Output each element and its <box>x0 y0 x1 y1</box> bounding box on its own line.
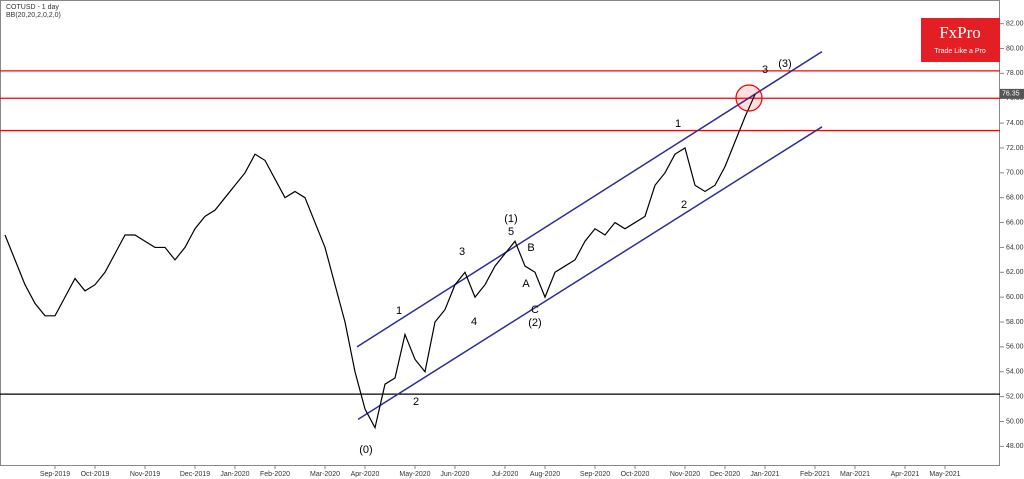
plot-frame <box>0 0 1000 466</box>
x-tick-label: May-2020 <box>399 471 430 478</box>
y-tick-label: 74.00 <box>1006 120 1024 127</box>
channel-line <box>356 50 823 348</box>
x-tick-label: Sep-2019 <box>40 471 70 478</box>
price-line <box>4 94 756 430</box>
y-tick-label: 72.00 <box>1006 145 1024 152</box>
x-tick-label: Oct-2020 <box>621 471 650 478</box>
wave-label: (3) <box>778 58 791 70</box>
wave-label: A <box>522 278 530 290</box>
logo-brand: FxPro <box>939 23 981 42</box>
highlight-circle <box>735 84 763 112</box>
y-tick-label: 54.00 <box>1006 369 1024 376</box>
y-tick-label: 64.00 <box>1006 244 1024 251</box>
wave-label: 1 <box>675 118 681 130</box>
x-tick-label: Feb-2021 <box>800 471 830 478</box>
x-tick-label: Dec-2020 <box>710 471 740 478</box>
wave-label: 5 <box>508 226 514 238</box>
y-tick-label: 58.00 <box>1006 319 1024 326</box>
x-tick-label: Nov-2019 <box>130 471 160 478</box>
last-price-box <box>1000 88 1024 99</box>
y-tick-label: 70.00 <box>1006 170 1024 177</box>
chart-subtitle: BB(20,20,2,0,2,0) <box>6 12 61 19</box>
x-tick-label: May-2021 <box>929 471 960 478</box>
channel-line <box>357 126 823 421</box>
x-tick-label: Jan-2020 <box>220 471 249 478</box>
x-tick-label: Mar-2021 <box>840 471 870 478</box>
y-tick-label: 66.00 <box>1006 219 1024 226</box>
y-tick-label: 48.00 <box>1006 443 1024 450</box>
wave-label: 4 <box>471 316 477 328</box>
last-price-label: 76.35 <box>1002 91 1020 98</box>
y-tick-label: 82.00 <box>1006 20 1024 27</box>
wave-label: 3 <box>459 246 465 258</box>
wave-label: (1) <box>504 213 517 225</box>
x-tick-label: Dec-2019 <box>180 471 210 478</box>
chart-title: COTUSD - 1 day <box>6 4 59 11</box>
x-tick-label: Feb-2020 <box>260 471 290 478</box>
logo-box <box>921 18 1000 62</box>
y-tick-label: 78.00 <box>1006 70 1024 77</box>
x-tick-label: Oct-2019 <box>81 471 110 478</box>
x-tick-label: Apr-2020 <box>351 471 380 478</box>
y-tick-label: 56.00 <box>1006 344 1024 351</box>
y-tick-label: 68.00 <box>1006 195 1024 202</box>
x-tick-label: Apr-2021 <box>891 471 920 478</box>
wave-label: 1 <box>396 305 402 317</box>
wave-label: 2 <box>413 396 419 408</box>
y-tick-label: 62.00 <box>1006 269 1024 276</box>
wave-label: C <box>531 304 539 316</box>
wave-label: (0) <box>359 444 372 456</box>
y-tick-label: 80.00 <box>1006 45 1024 52</box>
y-tick-label: 60.00 <box>1006 294 1024 301</box>
x-tick-label: Aug-2020 <box>530 471 560 478</box>
x-tick-label: Mar-2020 <box>310 471 340 478</box>
wave-label: (2) <box>528 317 541 329</box>
wave-label: B <box>527 242 534 254</box>
x-tick-label: Jul-2020 <box>492 471 519 478</box>
y-tick-label: 50.00 <box>1006 418 1024 425</box>
x-tick-label: Nov-2020 <box>670 471 700 478</box>
y-tick-label: 52.00 <box>1006 393 1024 400</box>
x-tick-label: Sep-2020 <box>580 471 610 478</box>
x-tick-label: Jun-2020 <box>440 471 469 478</box>
wave-label: 3 <box>762 64 768 76</box>
x-tick-label: Jan-2021 <box>750 471 779 478</box>
logo-tagline: Trade Like a Pro <box>934 48 986 55</box>
wave-label: 2 <box>681 199 687 211</box>
